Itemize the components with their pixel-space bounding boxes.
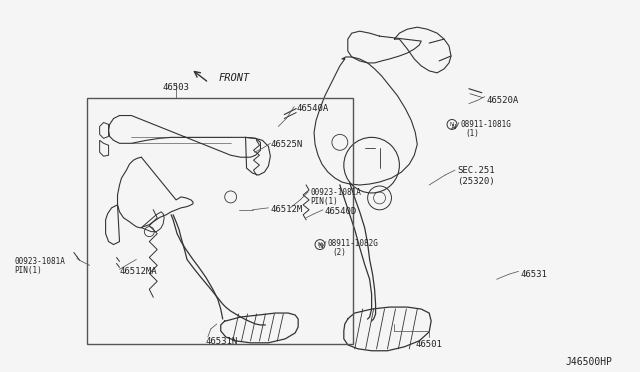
Text: J46500HP: J46500HP	[566, 357, 612, 367]
Text: N: N	[450, 122, 454, 127]
Text: N: N	[452, 125, 456, 131]
Text: 46503: 46503	[163, 83, 189, 92]
Text: 08911-1082G: 08911-1082G	[328, 238, 379, 248]
Text: 00923-1081A: 00923-1081A	[310, 188, 361, 197]
Text: N: N	[318, 242, 322, 247]
Text: (1): (1)	[465, 129, 479, 138]
Text: 46525N: 46525N	[270, 140, 303, 149]
Text: 46512M: 46512M	[270, 205, 303, 214]
Text: 46540A: 46540A	[296, 104, 328, 113]
Text: SEC.251: SEC.251	[457, 166, 495, 175]
Text: N: N	[319, 243, 323, 248]
Text: (2): (2)	[332, 247, 346, 257]
Bar	[87, 98, 353, 344]
Text: 46520A: 46520A	[487, 96, 519, 105]
Text: 46531: 46531	[520, 270, 547, 279]
Text: 08911-1081G: 08911-1081G	[461, 121, 512, 129]
Text: (25320): (25320)	[457, 177, 495, 186]
Text: 46501: 46501	[416, 340, 443, 349]
Text: PIN(1): PIN(1)	[14, 266, 42, 275]
Text: PIN(1): PIN(1)	[310, 197, 338, 206]
Text: 46540D: 46540D	[325, 207, 357, 216]
Text: 00923-1081A: 00923-1081A	[14, 257, 65, 266]
Text: 46512MA: 46512MA	[120, 267, 157, 276]
Text: 46531N: 46531N	[206, 337, 238, 346]
Text: FRONT: FRONT	[219, 73, 250, 83]
